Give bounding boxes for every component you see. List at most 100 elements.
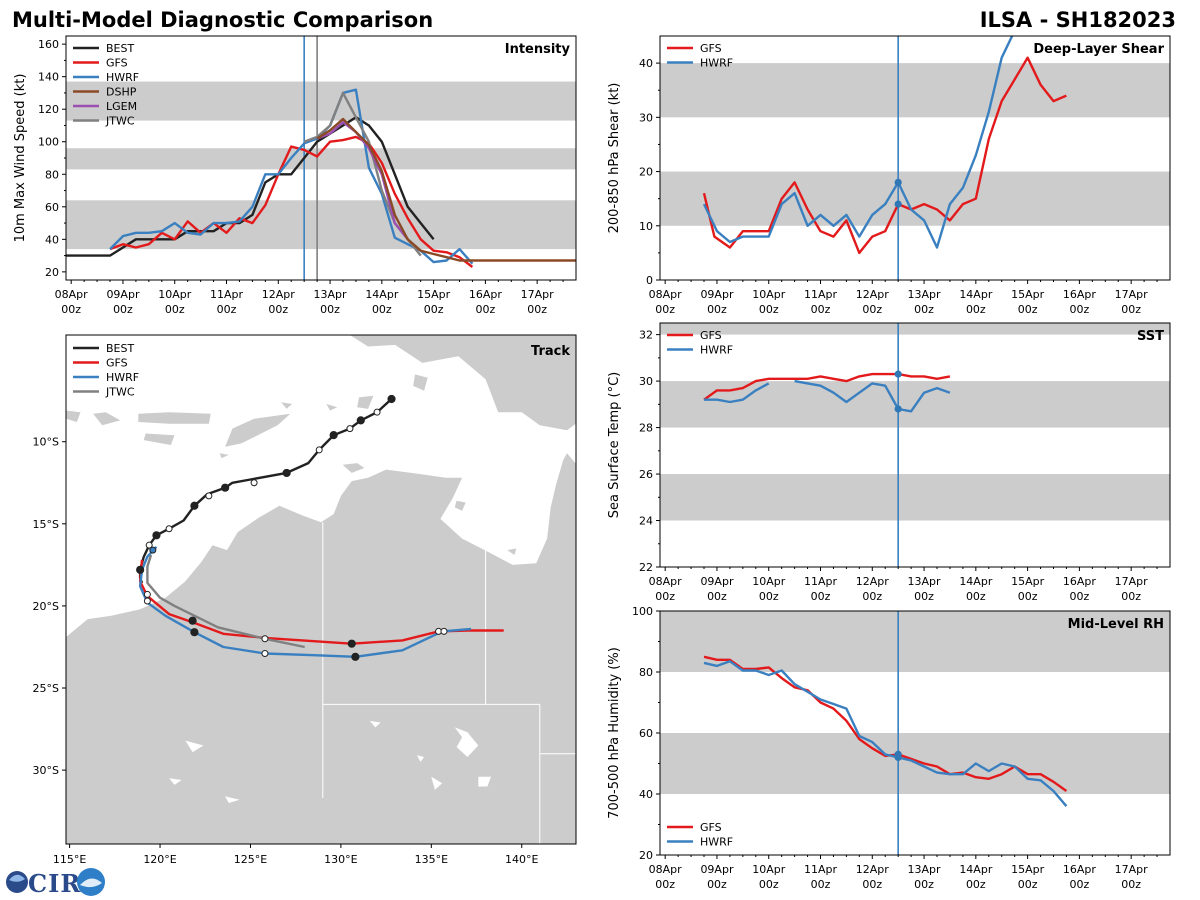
- track-position-best: [250, 479, 258, 487]
- shear-xtick-date: 11Apr: [804, 288, 838, 301]
- inland-lake: [169, 778, 182, 785]
- rh-legend-label-gfs: GFS: [700, 821, 722, 834]
- sst-xtick-hour: 00z: [759, 590, 779, 603]
- sst-frame: [659, 322, 1171, 568]
- track-position-gfs: [188, 616, 197, 625]
- shear-legend-label-gfs: GFS: [700, 42, 722, 55]
- rh-panel-title: Mid-Level RH: [1068, 617, 1164, 632]
- track-ytick-label: 30°S: [33, 764, 59, 777]
- intensity-series-dshp: [316, 117, 576, 262]
- partner-seal-wave-icon: [80, 878, 102, 888]
- inland-lake: [185, 740, 204, 753]
- shear-frame: [659, 35, 1171, 281]
- rh-ytick-label: 60: [639, 727, 653, 740]
- track-legend-label-gfs: GFS: [106, 357, 128, 370]
- rh-xtick-date: 14Apr: [959, 863, 993, 876]
- shear-ylabel: 200-850 hPa Shear (kt): [607, 83, 622, 234]
- rh-xtick-date: 09Apr: [700, 863, 734, 876]
- island-landmass: [225, 413, 291, 447]
- sst-xtick-hour: 00z: [707, 590, 727, 603]
- rh-ytick-label: 80: [639, 666, 653, 679]
- island-landmass: [342, 463, 365, 473]
- sst-xtick-date: 09Apr: [700, 575, 734, 588]
- shear-xtick-date: 08Apr: [649, 288, 683, 301]
- sst-ytick-label: 24: [639, 515, 653, 528]
- island-landmass: [143, 433, 175, 445]
- island-landmass: [219, 453, 229, 459]
- track-legend-label-best: BEST: [106, 342, 134, 355]
- intensity-ytick-label: 60: [45, 201, 59, 214]
- shear-band: [660, 171, 1170, 226]
- intensity-band: [66, 200, 576, 250]
- intensity-panel: 20 40 60 80 100 120 140 160 08Apr 00z 09Apr 00z 10Ap…: [13, 35, 577, 316]
- cira-logo: CIRA: [6, 868, 105, 898]
- intensity-xtick-date: 12Apr: [262, 288, 296, 301]
- sst-ytick-label: 30: [639, 375, 653, 388]
- intensity-series-best: [66, 116, 435, 257]
- track-position-best: [356, 416, 365, 425]
- rh-xtick-date: 08Apr: [649, 863, 683, 876]
- track-ytick-label: 10°S: [33, 436, 59, 449]
- shear-xtick-date: 14Apr: [959, 288, 993, 301]
- track-position-hwrf: [261, 650, 269, 658]
- island-landmass: [281, 402, 293, 409]
- track-xtick-label: 125°E: [234, 853, 267, 866]
- sst-series-gfs: [703, 372, 951, 401]
- shear-marker-gfs: [894, 200, 902, 208]
- sst-marker-hwrf: [894, 405, 902, 413]
- sst-xtick-hour: 00z: [966, 590, 986, 603]
- rh-panel: 20 40 60 80 100 08Apr 00z 09Apr 00z 10Apr 00z 11Apr…: [607, 605, 1171, 891]
- track-position-gfs: [347, 639, 356, 648]
- track-ytick-label: 25°S: [33, 682, 59, 695]
- shear-xtick-hour: 00z: [811, 303, 831, 316]
- shear-panel: 0 10 20 30 40 08Apr 00z 09Apr 00z 10Apr 00z 11Apr 00…: [607, 35, 1171, 316]
- inland-lake: [369, 720, 381, 728]
- shear-xtick-hour: 00z: [1121, 303, 1141, 316]
- track-xtick-label: 140°E: [505, 853, 538, 866]
- shear-series-group: [702, 36, 1067, 255]
- intensity-ytick-label: 80: [45, 168, 59, 181]
- intensity-legend-label-jtwc: JTWC: [105, 115, 135, 128]
- intensity-series-group: [66, 88, 576, 268]
- shear-xtick-date: 10Apr: [752, 288, 786, 301]
- sst-xtick-hour: 00z: [655, 590, 675, 603]
- shear-xtick-date: 15Apr: [1011, 288, 1045, 301]
- sst-xtick-date: 15Apr: [1011, 575, 1045, 588]
- inland-lake: [225, 796, 240, 803]
- track-position-best: [315, 446, 323, 454]
- rh-xtick-date: 17Apr: [1115, 863, 1149, 876]
- rh-xtick-date: 13Apr: [908, 863, 942, 876]
- shear-xtick-hour: 00z: [655, 303, 675, 316]
- shear-xtick-hour: 00z: [759, 303, 779, 316]
- track-xtick-label: 130°E: [324, 853, 357, 866]
- track-position-best: [205, 492, 213, 500]
- track-position-gfs: [261, 635, 269, 643]
- intensity-legend-label-best: BEST: [106, 42, 134, 55]
- rh-xtick-date: 16Apr: [1063, 863, 1097, 876]
- intensity-legend-label-lgem: LGEM: [106, 100, 137, 113]
- intensity-series-gfs: [109, 135, 474, 268]
- track-position-best: [145, 541, 153, 549]
- sst-ytick-label: 28: [639, 422, 653, 435]
- intensity-xtick-date: 16Apr: [469, 288, 503, 301]
- shear-ytick-label: 10: [639, 220, 653, 233]
- shear-ytick-label: 40: [639, 57, 653, 70]
- intensity-xtick-hour: 00z: [165, 303, 185, 316]
- rh-ytick-label: 40: [639, 788, 653, 801]
- intensity-ytick-label: 140: [38, 71, 59, 84]
- track-xtick-label: 115°E: [53, 853, 86, 866]
- shear-xtick-hour: 00z: [1070, 303, 1090, 316]
- inland-lake: [431, 776, 443, 790]
- sst-ytick-label: 32: [639, 329, 653, 342]
- globe-icon: [6, 871, 28, 893]
- track-legend-label-jtwc: JTWC: [105, 386, 135, 399]
- new-guinea-landmass: [349, 335, 576, 431]
- intensity-ytick-label: 20: [45, 266, 59, 279]
- sst-xtick-hour: 00z: [1121, 590, 1141, 603]
- island-landmass: [413, 374, 428, 391]
- sst-xtick-date: 16Apr: [1063, 575, 1097, 588]
- sst-band: [660, 474, 1170, 521]
- track-series-group: [136, 394, 504, 661]
- shear-ytick-label: 30: [639, 111, 653, 124]
